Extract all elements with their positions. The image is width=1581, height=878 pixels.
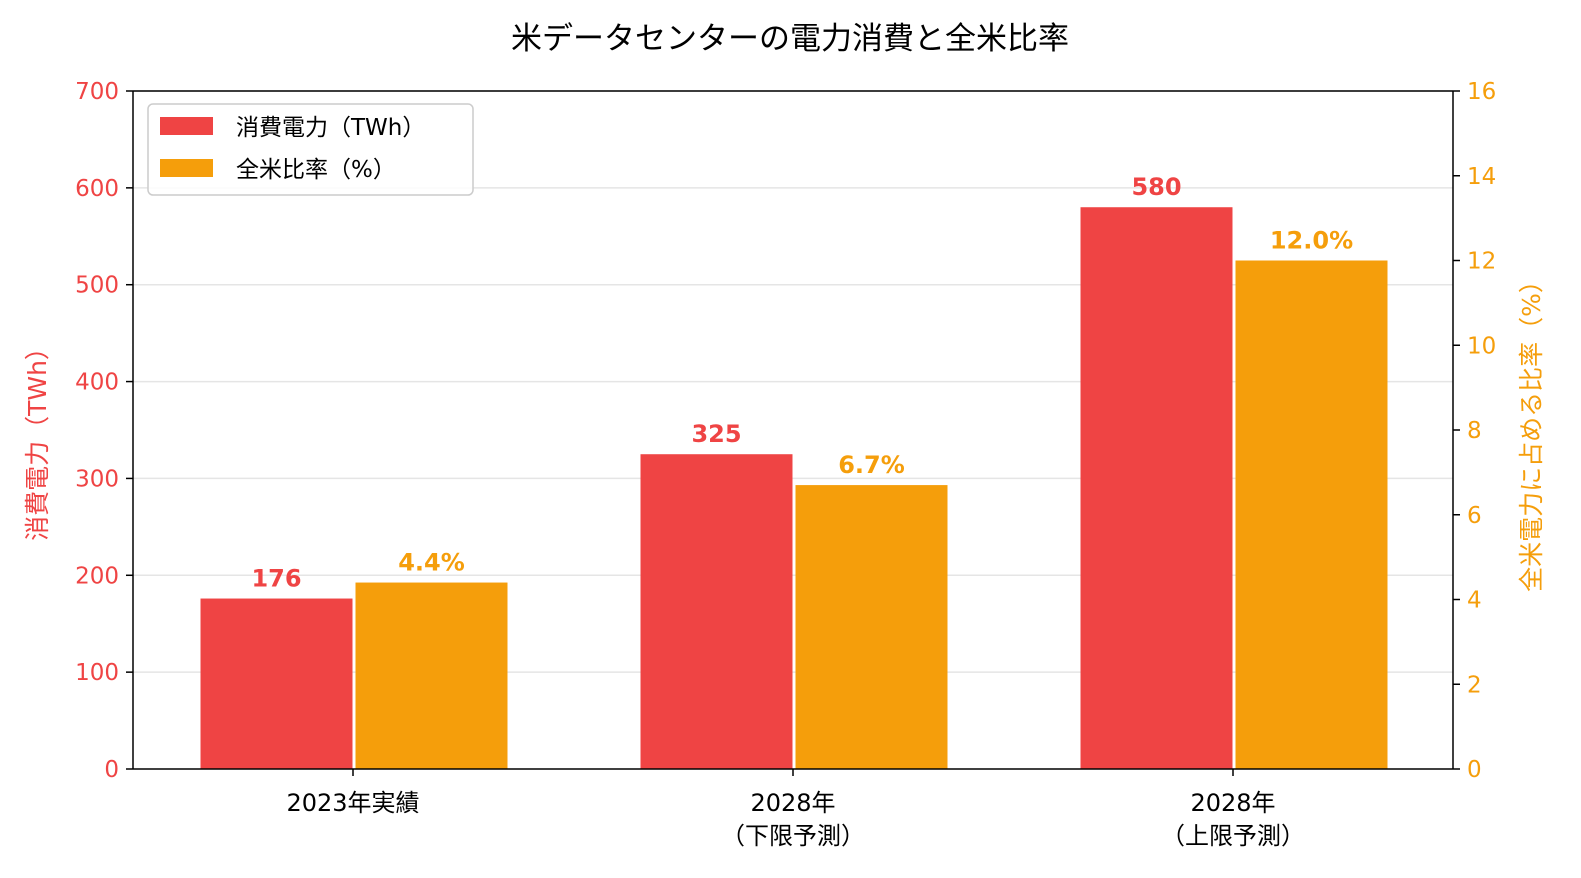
data-label-power: 325 [691, 420, 741, 448]
bar-share [795, 485, 948, 769]
x-tick-label: 2028年 [1190, 789, 1275, 817]
data-label-power: 176 [251, 565, 301, 593]
bar-share [355, 582, 508, 769]
bar-power [1080, 207, 1233, 769]
y-right-tick-label: 12 [1467, 249, 1496, 275]
y-axis-right-label: 全米電力に占める比率（%） [1517, 268, 1546, 592]
data-label-share: 12.0% [1270, 227, 1353, 255]
y-left-tick-label: 600 [75, 176, 119, 202]
x-tick-label: （上限予測） [1161, 822, 1305, 850]
legend-swatch-share [160, 159, 213, 177]
y-left-tick-label: 300 [75, 466, 119, 492]
legend-swatch-power [160, 117, 213, 135]
y-axis-left-label: 消費電力（TWh） [23, 335, 52, 541]
y-right-tick-label: 0 [1467, 757, 1482, 783]
bar-share [1235, 260, 1388, 769]
bar-power [200, 598, 353, 769]
y-left-tick-label: 400 [75, 370, 119, 396]
y-left-tick-label: 200 [75, 563, 119, 589]
axes: 2023年実績 2028年（下限予測）2028年（上限予測）01002003004… [75, 79, 1496, 850]
y-right-tick-label: 2 [1467, 672, 1482, 698]
legend-box [147, 103, 474, 196]
chart-title: 米データセンターの電力消費と全米比率 [511, 21, 1069, 57]
y-right-tick-label: 6 [1467, 503, 1482, 529]
y-left-tick-label: 100 [75, 660, 119, 686]
y-left-tick-label: 500 [75, 273, 119, 299]
y-right-tick-label: 16 [1467, 79, 1496, 105]
x-tick-label: 2023年実績 [286, 789, 419, 817]
y-right-tick-label: 8 [1467, 418, 1482, 444]
y-right-tick-label: 10 [1467, 333, 1496, 359]
data-label-power: 580 [1131, 173, 1181, 201]
y-left-tick-label: 0 [104, 757, 119, 783]
data-label-share: 6.7% [838, 451, 905, 479]
y-right-tick-label: 4 [1467, 588, 1482, 614]
y-right-tick-label: 14 [1467, 164, 1496, 190]
data-label-share: 4.4% [398, 549, 465, 577]
bars: 176 4.4% 325 6.7% 580 12.0% [200, 173, 1388, 769]
x-tick-label: 2028年 [750, 789, 835, 817]
x-tick-label: （下限予測） [721, 822, 865, 850]
legend-label-share: 全米比率（%） [236, 157, 396, 183]
legend-label-power: 消費電力（TWh） [236, 115, 425, 141]
legend: 消費電力（TWh） 全米比率（%） [147, 103, 474, 196]
y-left-tick-label: 700 [75, 79, 119, 105]
bar-power [640, 454, 793, 769]
